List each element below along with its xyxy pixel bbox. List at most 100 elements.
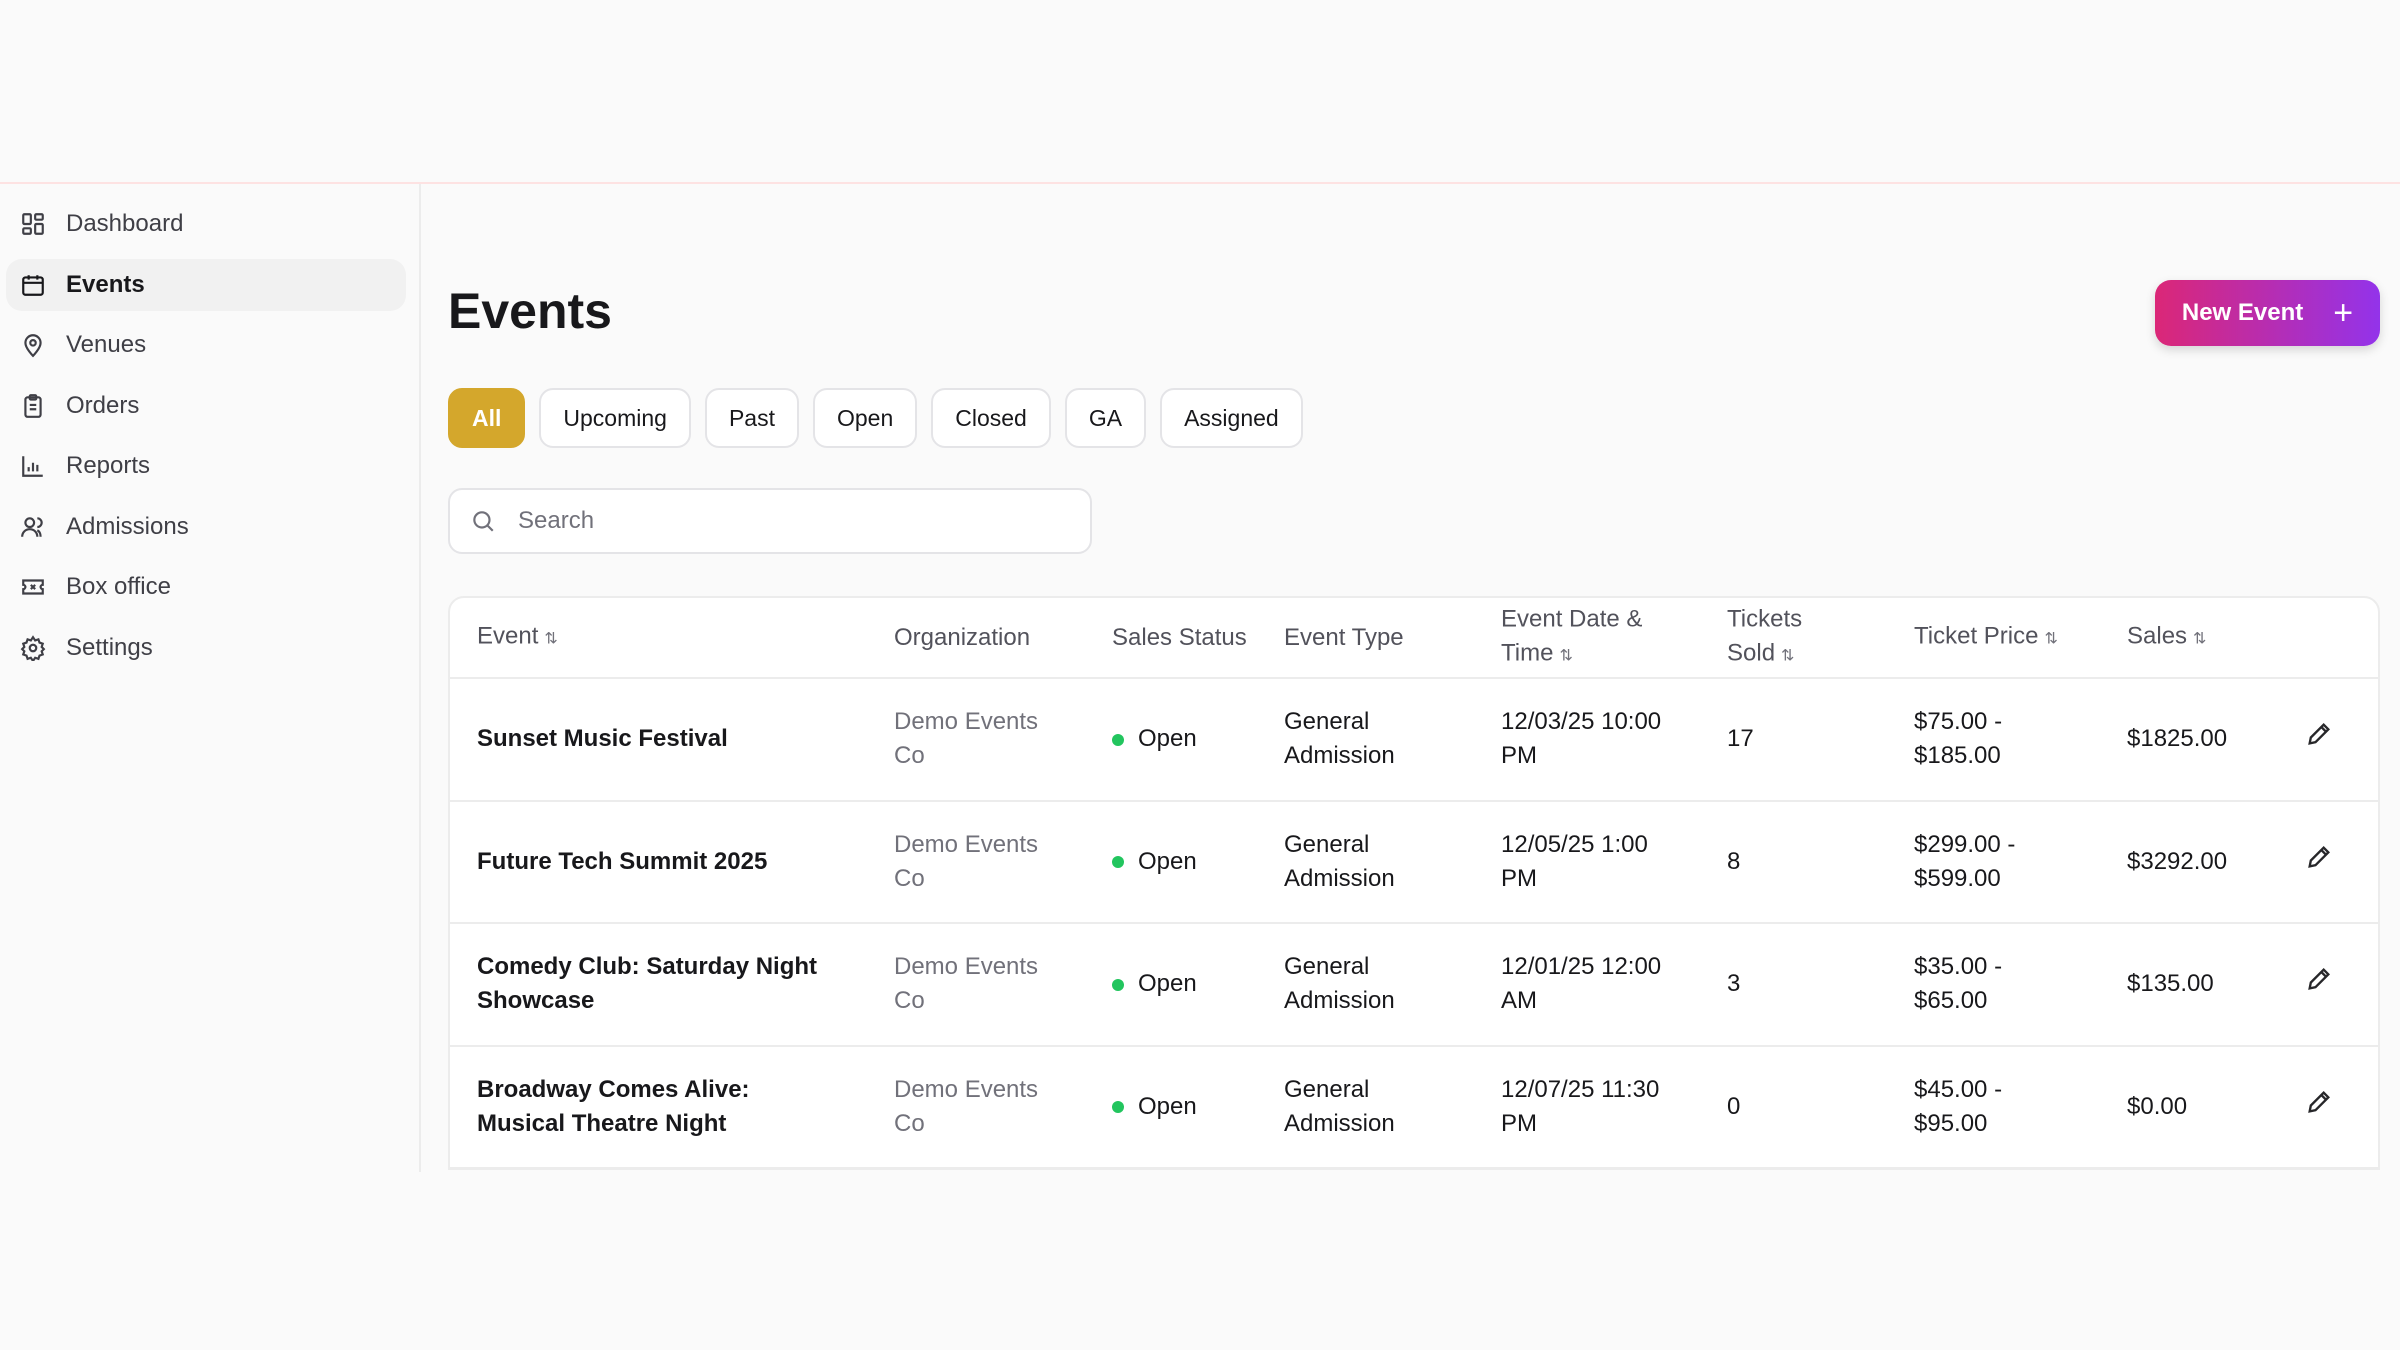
cell-text: Demo Events Co: [894, 708, 1039, 770]
sidebar-item-settings[interactable]: Settings: [6, 622, 406, 674]
status-dot: [1112, 978, 1124, 991]
cell-status: Open: [1112, 967, 1262, 1001]
sidebar-item-label: Venues: [66, 331, 147, 358]
cell-event: Broadway Comes Alive: Musical Theatre Ni…: [477, 1073, 837, 1141]
cell-text: Sunset Music Festival: [477, 725, 728, 753]
sidebar: Dashboard Events Venues Orders Reports Admiss…: [0, 184, 421, 1172]
cell-text: 12/03/25 10:00 PM: [1501, 708, 1662, 770]
dashboard-icon: [22, 213, 44, 235]
cell-org: Demo Events Co: [894, 828, 1044, 896]
column-header-label: Ticket Price: [1914, 622, 2039, 649]
sidebar-item-orders[interactable]: Orders: [6, 380, 406, 432]
cell-text: 0: [1727, 1092, 1741, 1120]
clipboard-icon: [24, 393, 42, 418]
bar-chart-icon: [22, 456, 43, 477]
column-header[interactable]: Tickets Sold ⇅: [1727, 602, 1867, 673]
filter-open[interactable]: Open: [812, 388, 918, 448]
sidebar-item-label: Orders: [66, 391, 140, 419]
table-header: Event ⇅ Organization Sales Status Event Type…: [450, 598, 2378, 679]
table-row[interactable]: Comedy Club: Saturday Night Showcase Demo…: [450, 924, 2378, 1047]
cell-status: Open: [1112, 845, 1262, 879]
cell-event: Future Tech Summit 2025: [477, 845, 837, 879]
sidebar-item-label: Dashboard: [66, 210, 184, 237]
cell-type: General Admission: [1284, 1073, 1414, 1141]
sort-icon[interactable]: ⇅: [1559, 647, 1573, 664]
events-table: Event ⇅ Organization Sales Status Event Type…: [448, 596, 2380, 1170]
plus-icon: +: [2333, 293, 2354, 332]
search-input[interactable]: Search: [448, 488, 1092, 554]
sidebar-item-box-office[interactable]: Box office: [6, 561, 406, 613]
cell-event: Comedy Club: Saturday Night Showcase: [477, 950, 837, 1018]
sort-icon[interactable]: ⇅: [2044, 630, 2058, 647]
cell-sales: $135.00: [2127, 967, 2287, 1001]
cell-price: $45.00 - $95.00: [1914, 1073, 2054, 1141]
cell-type: General Admission: [1284, 950, 1414, 1018]
filter-past[interactable]: Past: [704, 388, 799, 448]
pencil-icon: [2308, 968, 2330, 991]
edit-button[interactable]: [2305, 1088, 2333, 1126]
cell-text: General Admission: [1284, 708, 1395, 770]
status-dot: [1112, 733, 1124, 746]
filter-upcoming[interactable]: Upcoming: [539, 388, 691, 448]
status-dot: [1112, 856, 1124, 869]
cell-text: Open: [1138, 1092, 1197, 1120]
cell-sold: 17: [1727, 722, 1867, 756]
column-header[interactable]: Event Date & Time ⇅: [1501, 602, 1691, 673]
filter-chips: All Upcoming Past Open Closed GA Assigned: [448, 388, 1303, 448]
table-row[interactable]: Sunset Music Festival Demo Events Co Open G…: [450, 679, 2378, 802]
cell-sales: $0.00: [2127, 1090, 2287, 1124]
cell-text: Broadway Comes Alive: Musical Theatre Ni…: [477, 1075, 750, 1137]
sidebar-item-admissions[interactable]: Admissions: [6, 501, 406, 553]
cell-sales: $1825.00: [2127, 722, 2287, 756]
column-header[interactable]: Ticket Price ⇅: [1914, 619, 2114, 656]
column-header-label: Tickets Sold: [1727, 605, 1803, 666]
cell-text: Demo Events Co: [894, 830, 1039, 892]
ticket-icon: [22, 579, 44, 595]
table-row[interactable]: Future Tech Summit 2025 Demo Events Co Ope…: [450, 802, 2378, 924]
new-event-button[interactable]: New Event +: [2155, 280, 2380, 346]
cell-text: 12/05/25 1:00 PM: [1501, 830, 1648, 892]
column-header[interactable]: Sales ⇅: [2127, 619, 2287, 656]
page-title: Events: [448, 283, 612, 339]
edit-button[interactable]: [2305, 720, 2333, 758]
cell-text: 12/07/25 11:30 PM: [1501, 1075, 1660, 1137]
column-header-label: Sales: [2127, 622, 2188, 649]
sidebar-item-dashboard[interactable]: Dashboard: [6, 198, 406, 250]
filter-closed[interactable]: Closed: [931, 388, 1051, 448]
sidebar-item-venues[interactable]: Venues: [6, 319, 406, 371]
sort-icon[interactable]: ⇅: [544, 630, 558, 647]
cell-text: Comedy Club: Saturday Night Showcase: [477, 953, 818, 1015]
cell-text: General Admission: [1284, 830, 1395, 892]
calendar-icon: [22, 274, 44, 296]
cell-org: Demo Events Co: [894, 705, 1044, 773]
column-header-label: Event: [477, 622, 539, 649]
sort-icon[interactable]: ⇅: [1781, 647, 1795, 664]
cell-date: 12/01/25 12:00 AM: [1501, 950, 1671, 1018]
cell-status: Open: [1112, 722, 1262, 756]
sidebar-item-events[interactable]: Events: [6, 258, 406, 311]
filter-all[interactable]: All: [448, 388, 526, 448]
cell-price: $35.00 - $65.00: [1914, 950, 2054, 1018]
cell-price: $75.00 - $185.00: [1914, 705, 2054, 773]
column-header: Sales Status: [1112, 621, 1262, 655]
cell-text: $299.00 - $599.00: [1914, 830, 2016, 892]
edit-button[interactable]: [2305, 843, 2333, 881]
edit-button[interactable]: [2305, 965, 2333, 1003]
column-header-label: Event Type: [1284, 623, 1404, 651]
filter-assigned[interactable]: Assigned: [1160, 388, 1303, 448]
column-header[interactable]: Event ⇅: [477, 619, 877, 656]
cell-sales: $3292.00: [2127, 845, 2287, 879]
cell-text: General Admission: [1284, 1075, 1395, 1137]
cell-date: 12/05/25 1:00 PM: [1501, 828, 1671, 896]
top-bar: [0, 0, 2400, 184]
sort-icon[interactable]: ⇅: [2193, 630, 2207, 647]
table-row[interactable]: Broadway Comes Alive: Musical Theatre Ni…: [450, 1047, 2378, 1168]
cell-text: $1825.00: [2127, 725, 2228, 753]
cell-text: Open: [1138, 725, 1197, 753]
sidebar-item-label: Settings: [66, 633, 153, 661]
cell-date: 12/03/25 10:00 PM: [1501, 705, 1671, 773]
cell-text: 17: [1727, 725, 1754, 753]
cell-org: Demo Events Co: [894, 1073, 1044, 1141]
filter-ga[interactable]: GA: [1064, 388, 1147, 448]
sidebar-item-reports[interactable]: Reports: [6, 440, 406, 492]
